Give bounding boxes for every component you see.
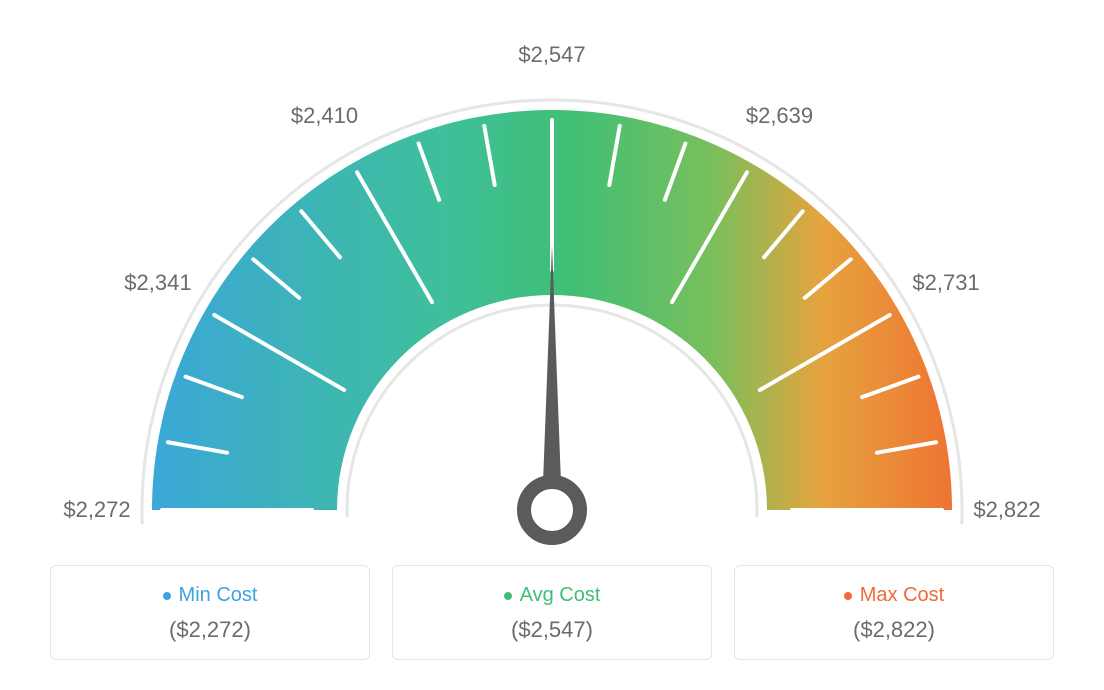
gauge-tick-label: $2,547 — [518, 42, 585, 68]
legend-avg-title: Avg Cost — [504, 584, 601, 607]
gauge-tick-label: $2,822 — [973, 497, 1040, 523]
legend-card-min: Min Cost ($2,272) — [50, 565, 370, 660]
legend-max-title-text: Max Cost — [860, 584, 944, 607]
gauge-svg — [102, 40, 1002, 560]
legend-avg-value: ($2,547) — [511, 617, 593, 643]
legend-card-avg: Avg Cost ($2,547) — [392, 565, 712, 660]
legend-avg-title-text: Avg Cost — [520, 584, 601, 607]
legend-min-value: ($2,272) — [169, 617, 251, 643]
legend-row: Min Cost ($2,272) Avg Cost ($2,547) Max … — [50, 565, 1054, 660]
legend-min-title: Min Cost — [163, 584, 258, 607]
gauge-tick-label: $2,410 — [291, 103, 358, 129]
legend-card-max: Max Cost ($2,822) — [734, 565, 1054, 660]
gauge-tick-label: $2,272 — [63, 497, 130, 523]
gauge-tick-label: $2,639 — [746, 103, 813, 129]
legend-min-title-text: Min Cost — [179, 584, 258, 607]
dot-icon — [844, 592, 852, 600]
legend-max-title: Max Cost — [844, 584, 944, 607]
chart-container: $2,272 $2,341 $2,410 $2,547 $2,639 $2,731 $2,8… — [0, 0, 1104, 690]
gauge-tick-label: $2,731 — [912, 270, 979, 296]
dot-icon — [163, 592, 171, 600]
gauge: $2,272$2,341$2,410$2,547$2,639$2,731$2,8… — [102, 40, 1002, 560]
legend-max-value: ($2,822) — [853, 617, 935, 643]
gauge-tick-label: $2,341 — [124, 270, 191, 296]
dot-icon — [504, 592, 512, 600]
